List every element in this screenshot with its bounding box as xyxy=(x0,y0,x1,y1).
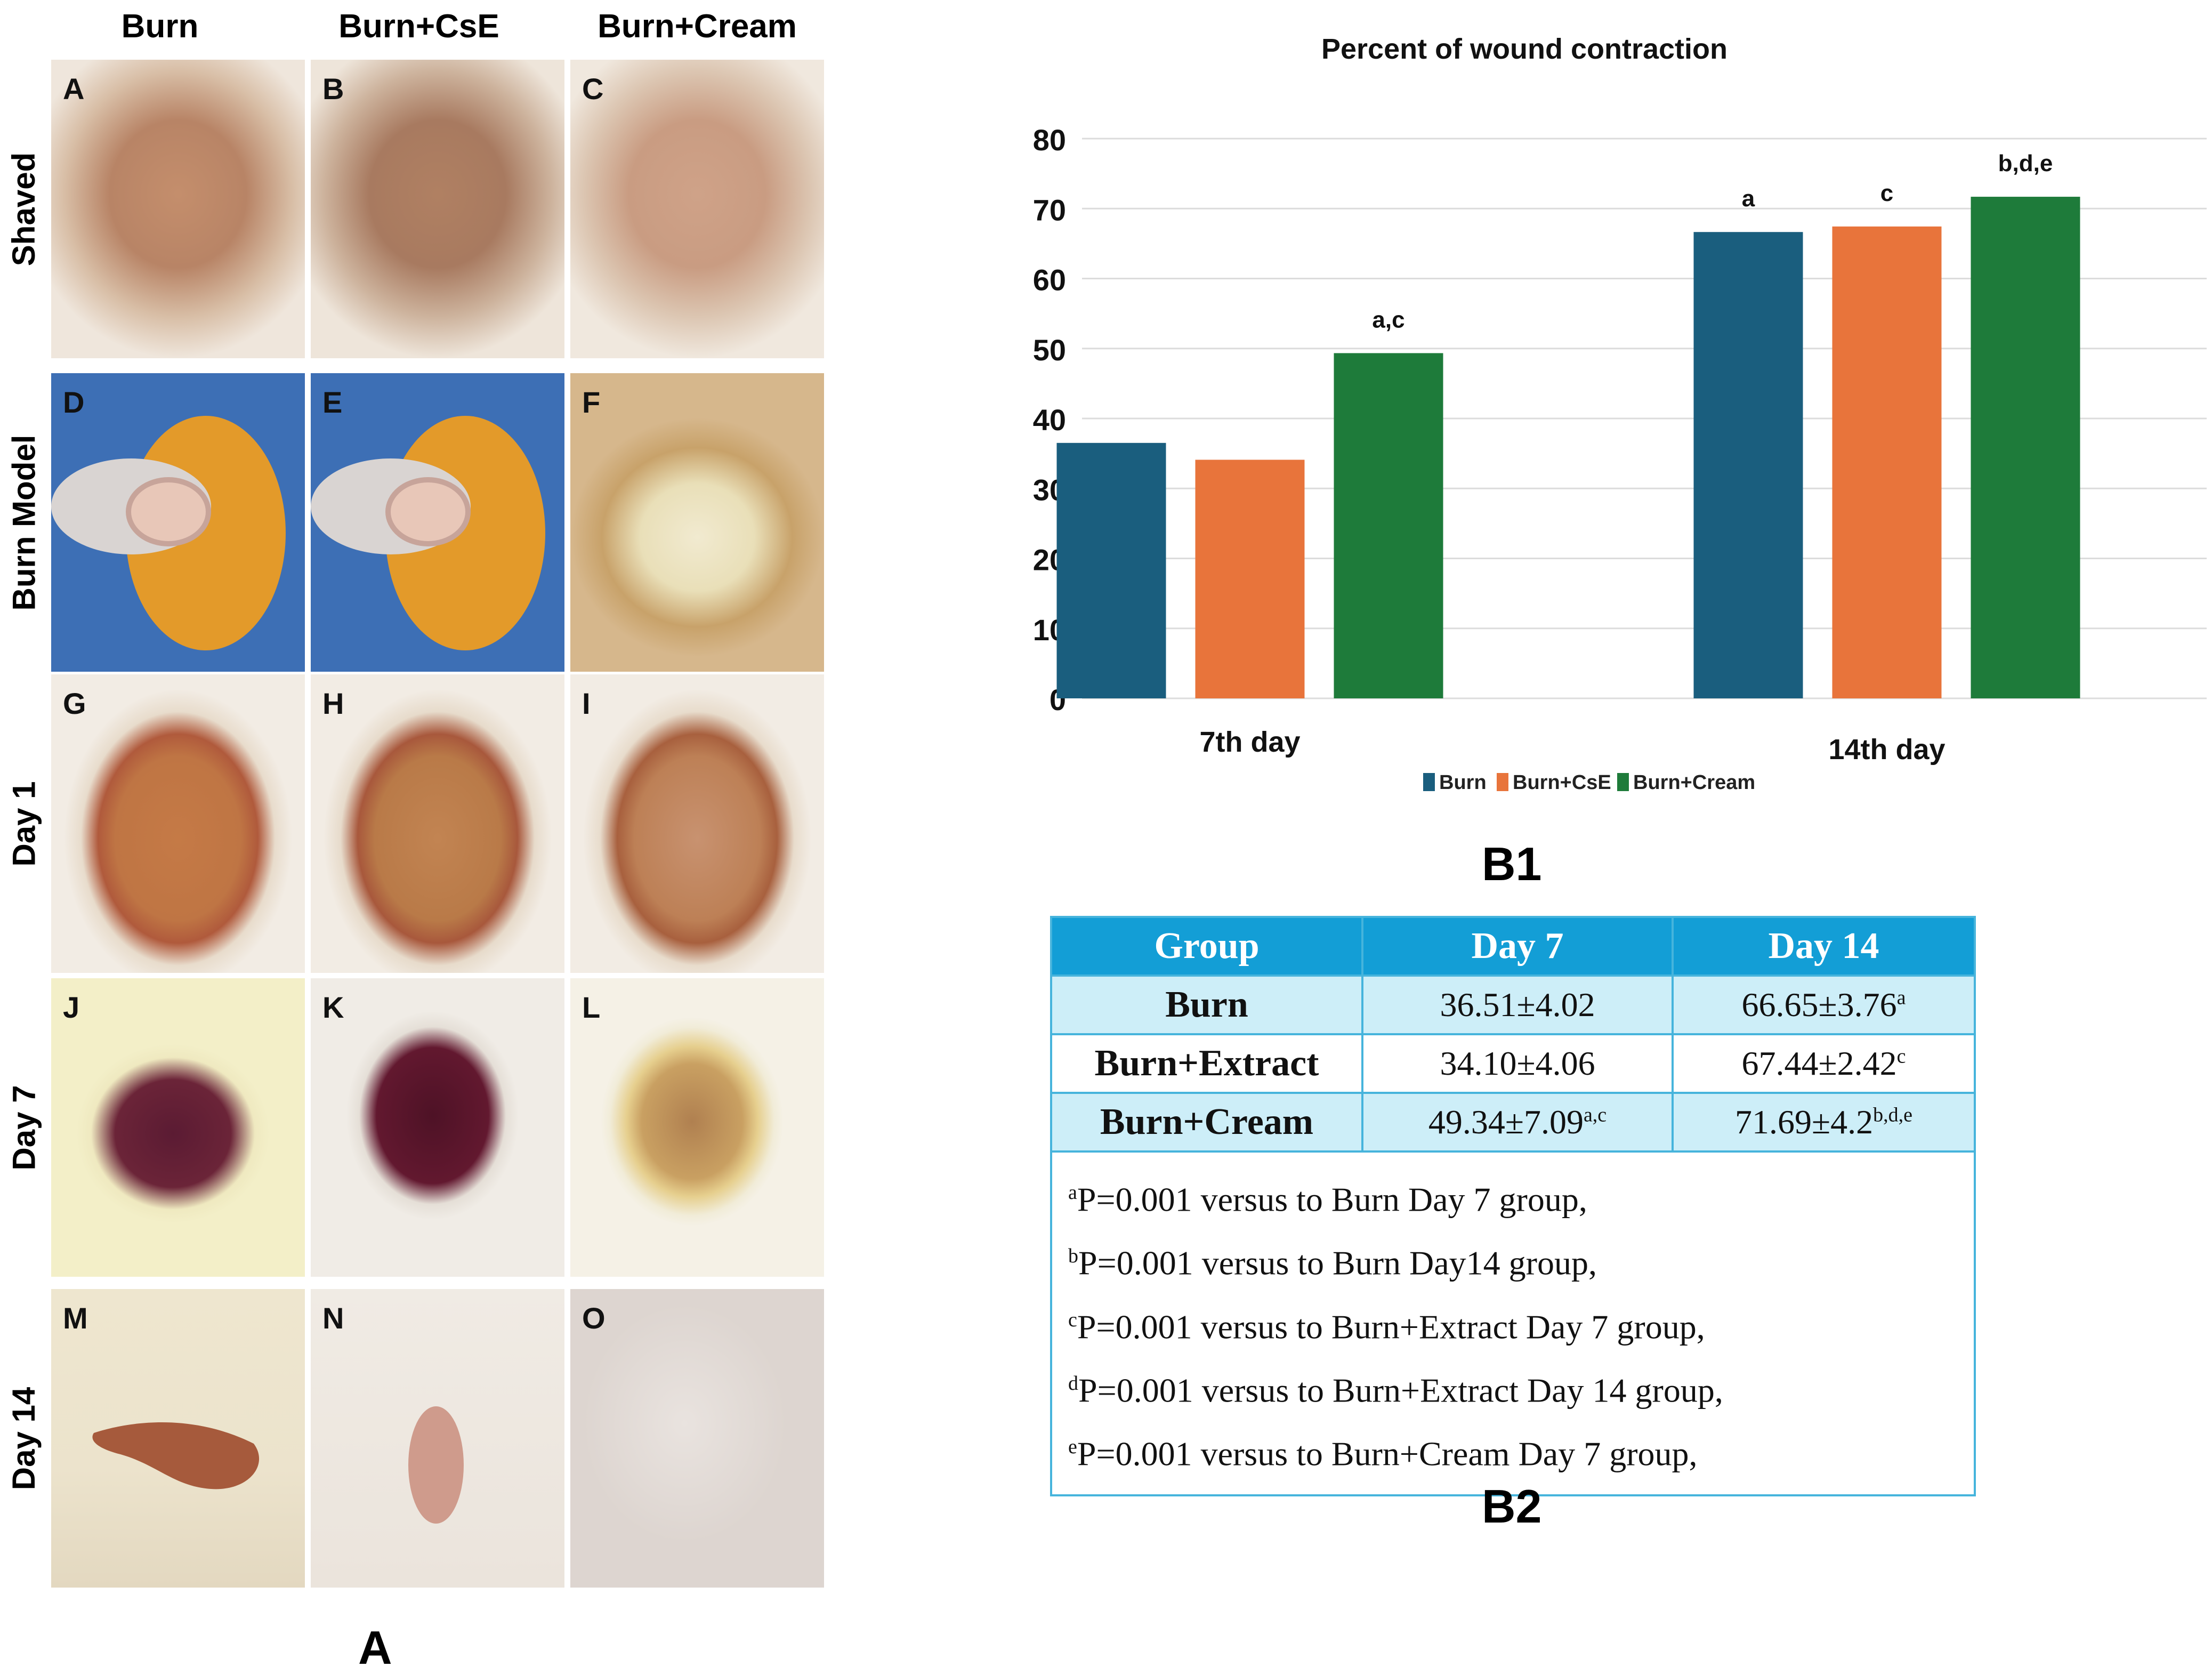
row-label-day7: Day 7 xyxy=(6,1084,42,1171)
x-tick-label: 7th day xyxy=(1199,726,1300,758)
row-label-shaved: Shaved xyxy=(6,152,42,266)
legend-label: Burn+CsE xyxy=(1513,771,1611,794)
legend-swatch xyxy=(1423,773,1435,791)
table-cell-day14: 71.69±4.2b,d,e xyxy=(1672,1092,1976,1153)
photo-panel-e: E xyxy=(311,373,564,672)
table-cell-group: Burn+Cream xyxy=(1050,1092,1363,1153)
photo-panel-m: M xyxy=(51,1289,305,1588)
table-footnotes: aP=0.001 versus to Burn Day 7 group, bP=… xyxy=(1050,1150,1976,1496)
bar-burn xyxy=(1056,442,1166,698)
x-tick-label: 14th day xyxy=(1828,734,1945,766)
table-row: Burn+Cream 49.34±7.09a,c 71.69±4.2b,d,e xyxy=(1050,1092,1976,1153)
bar-annotation: c xyxy=(1880,180,1893,206)
col-title-burn-cse: Burn+CsE xyxy=(338,8,499,45)
wound-contraction-chart: Percent of wound contraction010203040506… xyxy=(1033,33,2207,794)
photo-panel-d: D xyxy=(51,373,305,672)
photo-panel-h: H xyxy=(311,674,564,973)
y-tick-label: 40 xyxy=(1033,403,1066,437)
table-cell-day7: 34.10±4.06 xyxy=(1361,1033,1674,1094)
photo-panel-c: C xyxy=(570,60,824,358)
table-cell-group: Burn+Extract xyxy=(1050,1033,1363,1094)
footnote: dP=0.001 versus to Burn+Extract Day 14 g… xyxy=(1068,1371,1723,1410)
y-tick-label: 50 xyxy=(1033,333,1066,367)
photo-panel-g: G xyxy=(51,674,305,973)
table-footnotes-row: aP=0.001 versus to Burn Day 7 group, bP=… xyxy=(1050,1150,1976,1496)
legend-swatch xyxy=(1497,773,1508,791)
bar-annotation: a,c xyxy=(1372,307,1404,333)
table-cell-day14: 66.65±3.76a xyxy=(1672,975,1976,1035)
table-cell-day7: 36.51±4.02 xyxy=(1361,975,1674,1035)
y-tick-label: 60 xyxy=(1033,263,1066,297)
legend-swatch xyxy=(1617,773,1629,791)
table-header-day14: Day 14 xyxy=(1672,916,1976,977)
legend-label: Burn xyxy=(1439,771,1487,794)
photo-panel-k: K xyxy=(311,978,564,1277)
bar-burn-cream xyxy=(1971,197,2080,699)
footnote: eP=0.001 versus to Burn+Cream Day 7 grou… xyxy=(1068,1435,1698,1473)
legend-label: Burn+Cream xyxy=(1633,771,1755,794)
photo-panel-b: B xyxy=(311,60,564,358)
footnote: aP=0.001 versus to Burn Day 7 group, xyxy=(1068,1180,1587,1219)
y-tick-label: 80 xyxy=(1033,123,1066,157)
table-cell-day14: 67.44±2.42c xyxy=(1672,1033,1976,1094)
photo-panel-j: J xyxy=(51,978,305,1277)
col-title-burn-cream: Burn+Cream xyxy=(598,8,797,45)
y-tick-label: 70 xyxy=(1033,193,1066,227)
chart-title: Percent of wound contraction xyxy=(1321,33,1727,65)
photo-panel-i: I xyxy=(570,674,824,973)
photo-panel-n: N xyxy=(311,1289,564,1588)
bar-annotation: b,d,e xyxy=(1998,150,2053,176)
figure-label-b2: B2 xyxy=(1482,1480,1542,1533)
footnote: bP=0.001 versus to Burn Day14 group, xyxy=(1068,1244,1597,1282)
table-row: Burn 36.51±4.02 66.65±3.76a xyxy=(1050,975,1976,1035)
bar-burn-cream xyxy=(1334,353,1443,698)
photo-panel-f: F xyxy=(570,373,824,672)
row-label-day14: Day 14 xyxy=(6,1387,42,1490)
bar-burn-cse xyxy=(1195,460,1305,698)
table-cell-day7: 49.34±7.09a,c xyxy=(1361,1092,1674,1153)
figure-label-a: A xyxy=(358,1621,392,1674)
table-cell-group: Burn xyxy=(1050,975,1363,1035)
table-row: Burn+Extract 34.10±4.06 67.44±2.42c xyxy=(1050,1033,1976,1094)
row-label-day1: Day 1 xyxy=(6,780,42,867)
bar-annotation: a xyxy=(1742,186,1755,212)
table-header-group: Group xyxy=(1050,916,1363,977)
bar-burn-cse xyxy=(1832,226,1942,699)
bar-burn xyxy=(1693,232,1803,698)
photo-panel-a: A xyxy=(51,60,305,358)
wound-contraction-table: Group Day 7 Day 14 Burn 36.51±4.02 66.65… xyxy=(1050,916,1976,1496)
row-label-burn-model: Burn Model xyxy=(6,434,42,610)
table-header-day7: Day 7 xyxy=(1361,916,1674,977)
col-title-burn: Burn xyxy=(121,8,199,45)
photo-panel-l: L xyxy=(570,978,824,1277)
photo-panel-o: O xyxy=(570,1289,824,1588)
footnote: cP=0.001 versus to Burn+Extract Day 7 gr… xyxy=(1068,1307,1705,1346)
figure-label-b1: B1 xyxy=(1482,838,1542,890)
